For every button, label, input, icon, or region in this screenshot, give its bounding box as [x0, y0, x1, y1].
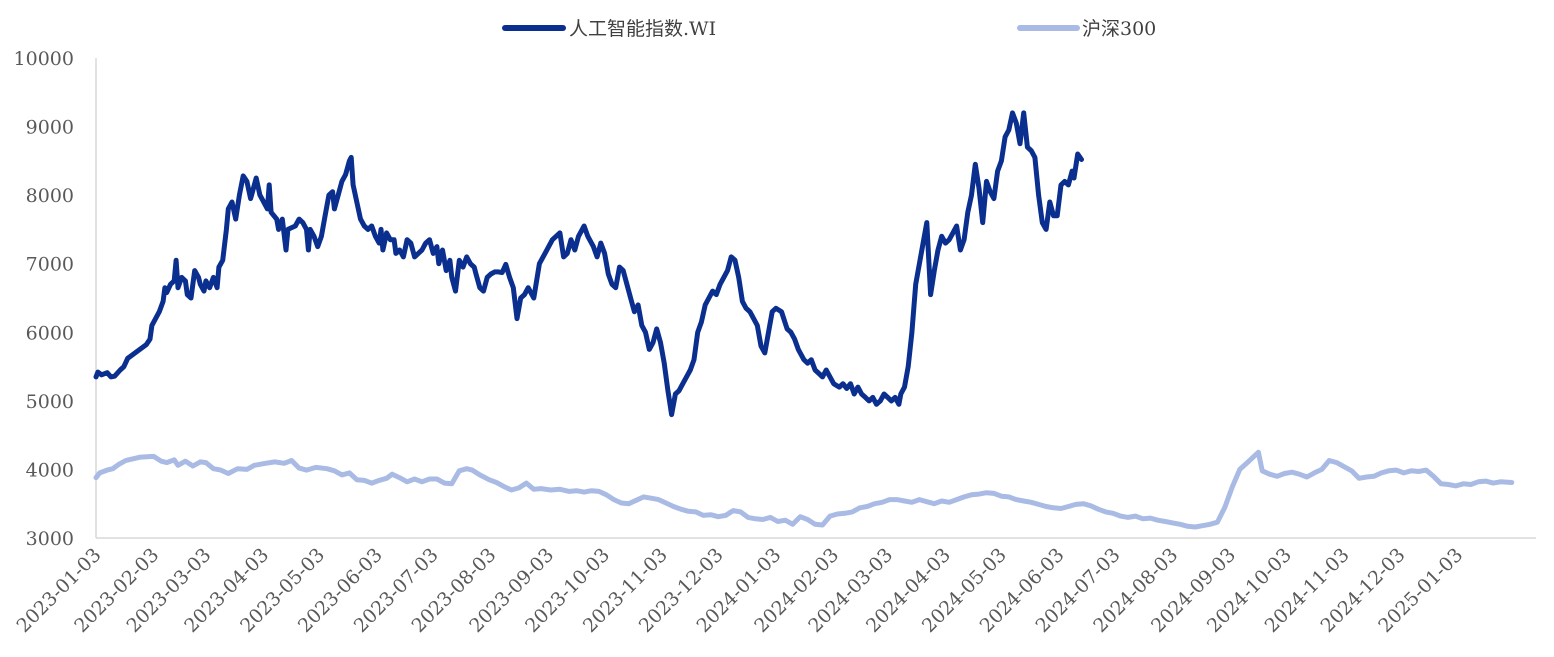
y-axis-ticks: 3000 4000 5000 6000 7000 8000 9000 10000 — [14, 48, 74, 550]
y-tick-label: 8000 — [26, 185, 74, 207]
axes — [95, 58, 1536, 539]
y-tick-label: 3000 — [26, 528, 74, 550]
chart-legend: 人工智能指数.WI 沪深300 — [502, 18, 1156, 40]
x-axis-ticks: 2023-01-032023-02-032023-03-032023-04-03… — [13, 544, 1468, 637]
series-line-ai-index — [93, 110, 1084, 418]
y-tick-label: 6000 — [26, 322, 74, 344]
y-tick-label: 10000 — [14, 48, 74, 70]
series-layer — [93, 110, 1515, 530]
y-tick-label: 9000 — [26, 117, 74, 139]
legend-label-hs300: 沪深300 — [1082, 18, 1156, 40]
legend-label-ai-index: 人工智能指数.WI — [569, 18, 716, 40]
y-tick-label: 5000 — [26, 391, 74, 413]
y-tick-label: 4000 — [26, 459, 74, 481]
y-tick-label: 7000 — [26, 254, 74, 276]
series-line-hs300 — [93, 449, 1515, 530]
